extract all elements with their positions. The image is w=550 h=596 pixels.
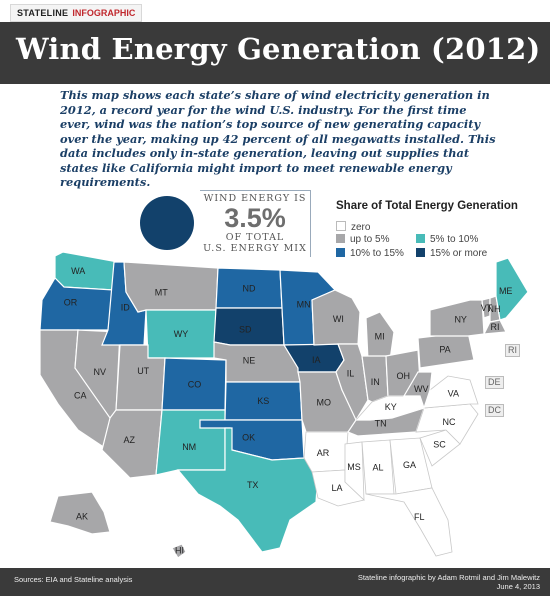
page-title: Wind Energy Generation (2012) — [16, 32, 541, 66]
state-label-ky: KY — [385, 402, 397, 412]
state-tn — [347, 407, 425, 437]
legend-title: Share of Total Energy Generation — [336, 200, 518, 212]
state-ri — [482, 319, 507, 335]
state-label-co: CO — [188, 380, 202, 390]
stateline-tag: STATELINE INFOGRAPHIC — [10, 4, 143, 22]
state-label-hi: HI — [175, 546, 184, 556]
state-label-ia: IA — [312, 355, 321, 365]
state-label-mo: MO — [317, 398, 332, 408]
state-label-ut: UT — [137, 366, 149, 376]
intro-text: This map shows each state’s share of win… — [60, 88, 496, 189]
state-label-nh: NH — [488, 304, 501, 314]
legend-label: 5% to 10% — [430, 234, 479, 245]
state-mi — [365, 311, 395, 361]
state-label-ar: AR — [317, 448, 330, 458]
state-label-ca: CA — [74, 390, 87, 400]
state-label-ga: GA — [403, 460, 416, 470]
state-label-nv: NV — [94, 367, 107, 377]
state-label-ne: NE — [243, 355, 256, 365]
legend-swatch — [416, 234, 425, 243]
legend-item-15-plus: 15% or more — [416, 248, 487, 259]
state-ms — [344, 441, 365, 501]
state-label-mt: MT — [155, 287, 168, 297]
state-label-ok: OK — [242, 433, 255, 443]
state-me — [495, 257, 529, 321]
state-hi — [171, 543, 187, 559]
credit-text: Stateline infographic by Adam Rotmil and… — [358, 573, 540, 591]
state-wi — [311, 289, 361, 346]
state-box-ri: RI — [505, 344, 520, 357]
state-label-wi: WI — [333, 314, 344, 324]
state-label-az: AZ — [124, 435, 136, 445]
legend-label: 15% or more — [430, 248, 488, 259]
stat-line2: U.S. ENERGY MIX — [203, 243, 307, 254]
credit-line1: Stateline infographic by Adam Rotmil and… — [357, 573, 540, 582]
sources-text: Sources: EIA and Stateline analysis — [14, 575, 133, 584]
state-label-id: ID — [121, 302, 131, 312]
legend-item-10-to-15: 10% to 15% — [336, 248, 404, 259]
legend: Share of Total Energy Generation — [336, 200, 546, 218]
state-label-al: AL — [372, 463, 383, 473]
top-tag-bar: STATELINE INFOGRAPHIC — [0, 0, 550, 22]
state-label-la: LA — [331, 483, 342, 493]
state-fl — [365, 487, 453, 557]
legend-swatch — [336, 221, 346, 231]
state-label-nc: NC — [443, 417, 456, 427]
stat-box: WIND ENERGY IS 3.5% OF TOTAL U.S. ENERGY… — [200, 190, 311, 257]
state-label-sd: SD — [239, 325, 252, 335]
brand-name: STATELINE — [17, 8, 69, 18]
state-label-il: IL — [347, 368, 355, 378]
title-band — [0, 22, 550, 84]
stat-top-text: WIND ENERGY IS — [203, 193, 307, 204]
legend-label: up to 5% — [350, 234, 390, 245]
state-label-ms: MS — [347, 462, 361, 472]
state-label-fl: FL — [414, 512, 425, 522]
state-label-me: ME — [499, 286, 513, 296]
state-wv — [402, 371, 433, 410]
footer-bar — [0, 568, 550, 596]
state-label-wa: WA — [71, 266, 85, 276]
state-label-or: OR — [64, 298, 78, 308]
state-label-ks: KS — [257, 396, 269, 406]
state-label-wv: WV — [414, 384, 429, 394]
legend-label: 10% to 15% — [350, 248, 404, 259]
stat-dot — [140, 196, 194, 250]
state-label-wy: WY — [174, 329, 189, 339]
state-label-ak: AK — [76, 511, 88, 521]
legend-item-up-to-5: up to 5% — [336, 234, 389, 245]
state-label-in: IN — [371, 377, 380, 387]
legend-swatch — [336, 234, 345, 243]
legend-item-zero: zero — [336, 221, 370, 233]
state-box-de: DE — [485, 376, 504, 389]
state-label-nd: ND — [243, 284, 256, 294]
state-label-nm: NM — [182, 442, 196, 452]
state-label-pa: PA — [439, 345, 450, 355]
us-map: WA OR CA NV ID MT WY UT AZ CO NM ND SD NE KS OK TX MN IA MO… — [39, 251, 529, 559]
state-ak — [49, 491, 111, 535]
state-mt — [123, 261, 219, 313]
state-label-vt: VT — [481, 303, 493, 313]
state-label-ny: NY — [454, 314, 467, 324]
brand-sub: INFOGRAPHIC — [72, 8, 136, 18]
state-label-mi: MI — [375, 331, 385, 341]
stat-value: 3.5% — [224, 203, 286, 233]
state-label-tn: TN — [375, 419, 387, 429]
legend-swatch — [416, 248, 425, 257]
state-label-tx: TX — [247, 480, 259, 490]
state-label-mn: MN — [297, 299, 311, 309]
legend-label: zero — [351, 222, 371, 233]
state-label-ri: RI — [491, 322, 500, 332]
state-label-sc: SC — [433, 440, 446, 450]
state-label-va: VA — [448, 389, 459, 399]
stat-line1: OF TOTAL — [225, 232, 285, 243]
state-wa — [54, 251, 119, 291]
legend-swatch — [336, 248, 345, 257]
state-label-oh: OH — [396, 371, 410, 381]
state-box-dc: DC — [485, 404, 504, 417]
credit-line2: June 4, 2013 — [496, 582, 540, 591]
legend-item-5-to-10: 5% to 10% — [416, 234, 478, 245]
